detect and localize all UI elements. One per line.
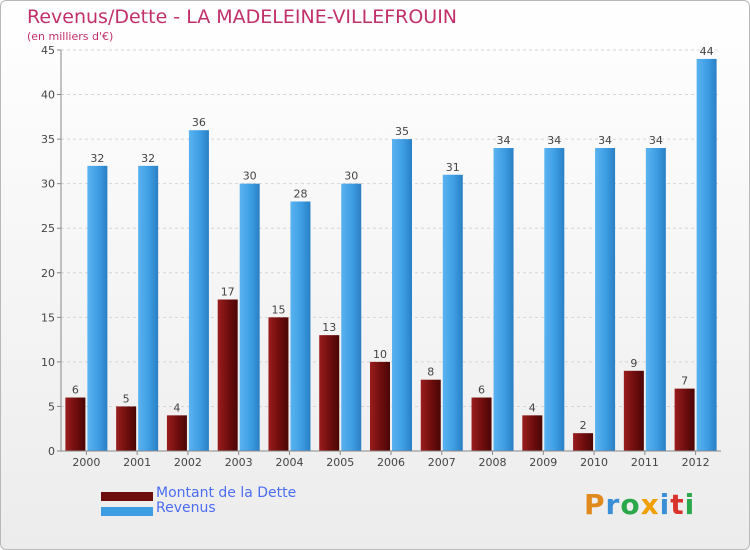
- data-label: 28: [293, 187, 307, 200]
- y-tick-label: 0: [48, 445, 55, 458]
- legend-swatch-dette: [101, 492, 153, 501]
- bar-dette: [674, 388, 695, 451]
- bars: [65, 58, 717, 452]
- bar-revenus: [341, 183, 362, 451]
- bar-dette: [116, 406, 137, 451]
- bar-dette: [166, 415, 187, 451]
- data-label: 34: [547, 134, 561, 147]
- logo-letter: r: [605, 488, 621, 521]
- data-label: 9: [630, 357, 637, 370]
- x-tick-label: 2012: [682, 456, 710, 469]
- data-label: 7: [681, 375, 688, 388]
- y-tick-label: 35: [41, 133, 55, 146]
- data-label: 10: [373, 348, 387, 361]
- bar-revenus: [696, 58, 717, 452]
- logo-letter: o: [620, 488, 641, 521]
- grid-lines: [61, 49, 721, 407]
- y-tick-label: 20: [41, 267, 55, 280]
- x-tick-label: 2011: [631, 456, 659, 469]
- bar-revenus: [239, 183, 260, 451]
- bar-dette: [370, 361, 390, 451]
- bar-dette: [268, 317, 289, 451]
- proxiti-logo: Proxiti: [584, 488, 695, 521]
- data-label: 34: [497, 134, 511, 147]
- data-label: 32: [90, 152, 104, 165]
- x-tick-label: 2009: [529, 456, 557, 469]
- bar-revenus: [138, 165, 159, 451]
- x-tick-label: 2008: [479, 456, 507, 469]
- logo-letter: t: [670, 488, 685, 521]
- data-label: 32: [141, 152, 155, 165]
- x-tick-label: 2005: [326, 456, 354, 469]
- chart-title: Revenus/Dette - LA MADELEINE-VILLEFROUIN: [27, 6, 458, 28]
- bar-dette: [420, 379, 441, 451]
- x-tick-label: 2002: [174, 456, 202, 469]
- legend-swatch-revenus: [101, 507, 153, 516]
- bar-dette: [471, 397, 492, 451]
- legend-label-dette: Montant de la Dette: [156, 485, 297, 501]
- bar-revenus: [392, 139, 412, 451]
- data-labels: 6 32 5 32 4 36 17 30 15 28 13 30 10 35 8 31 6 34 4 34 2 34 9 34…: [72, 45, 714, 432]
- x-tick-label: 2003: [225, 456, 253, 469]
- y-tick-label: 25: [41, 222, 55, 235]
- data-label: 5: [123, 392, 130, 405]
- x-tick-label: 2001: [123, 456, 151, 469]
- y-tick-label: 5: [48, 400, 55, 413]
- x-tick-label: 2010: [580, 456, 608, 469]
- data-label: 36: [192, 116, 206, 129]
- x-axis-ticks: 2000 2001 2002 2003 2004 2005 2006 2007 2008 2009…: [72, 451, 710, 469]
- bar-revenus: [87, 165, 108, 451]
- data-label: 2: [580, 419, 587, 432]
- data-label: 4: [529, 401, 536, 414]
- x-tick-label: 2004: [275, 456, 303, 469]
- data-label: 6: [72, 384, 79, 397]
- bar-revenus: [290, 201, 311, 451]
- y-tick-label: 40: [41, 89, 55, 102]
- data-label: 30: [243, 170, 257, 183]
- bar-revenus: [493, 148, 514, 451]
- data-label: 13: [322, 321, 336, 334]
- data-label: 35: [395, 125, 409, 138]
- y-tick-label: 15: [41, 311, 55, 324]
- data-label: 17: [221, 286, 235, 299]
- bar-dette: [217, 299, 238, 451]
- legend-label-revenus: Revenus: [156, 500, 216, 516]
- data-label: 30: [344, 170, 358, 183]
- chart-subtitle: (en milliers d'€): [27, 30, 114, 43]
- data-label: 15: [271, 303, 285, 316]
- data-label: 34: [598, 134, 612, 147]
- bar-revenus: [188, 130, 209, 451]
- data-label: 31: [446, 161, 460, 174]
- logo-letter: x: [640, 488, 660, 521]
- logo-letter: P: [584, 488, 606, 521]
- bar-revenus: [645, 148, 666, 451]
- data-label: 44: [700, 45, 714, 58]
- logo-letter: i: [684, 488, 696, 521]
- x-tick-label: 2007: [428, 456, 456, 469]
- data-label: 8: [427, 366, 434, 379]
- logo-letter: i: [659, 488, 671, 521]
- bar-revenus: [595, 148, 616, 451]
- bar-dette: [65, 397, 86, 451]
- bar-dette: [522, 415, 543, 451]
- y-tick-label: 30: [41, 178, 55, 191]
- data-label: 4: [173, 401, 180, 414]
- y-axis-ticks: 0 5 10 15 20 25 30 35 40 45: [41, 44, 61, 458]
- x-tick-label: 2000: [72, 456, 100, 469]
- data-label: 34: [649, 134, 663, 147]
- bar-revenus: [442, 174, 463, 451]
- x-tick-label: 2006: [377, 456, 405, 469]
- data-label: 6: [478, 384, 485, 397]
- bar-revenus: [544, 148, 565, 451]
- bar-dette: [319, 335, 340, 451]
- y-tick-label: 45: [41, 44, 55, 57]
- bar-dette: [573, 433, 594, 451]
- y-tick-label: 10: [41, 356, 55, 369]
- bar-dette: [623, 370, 644, 451]
